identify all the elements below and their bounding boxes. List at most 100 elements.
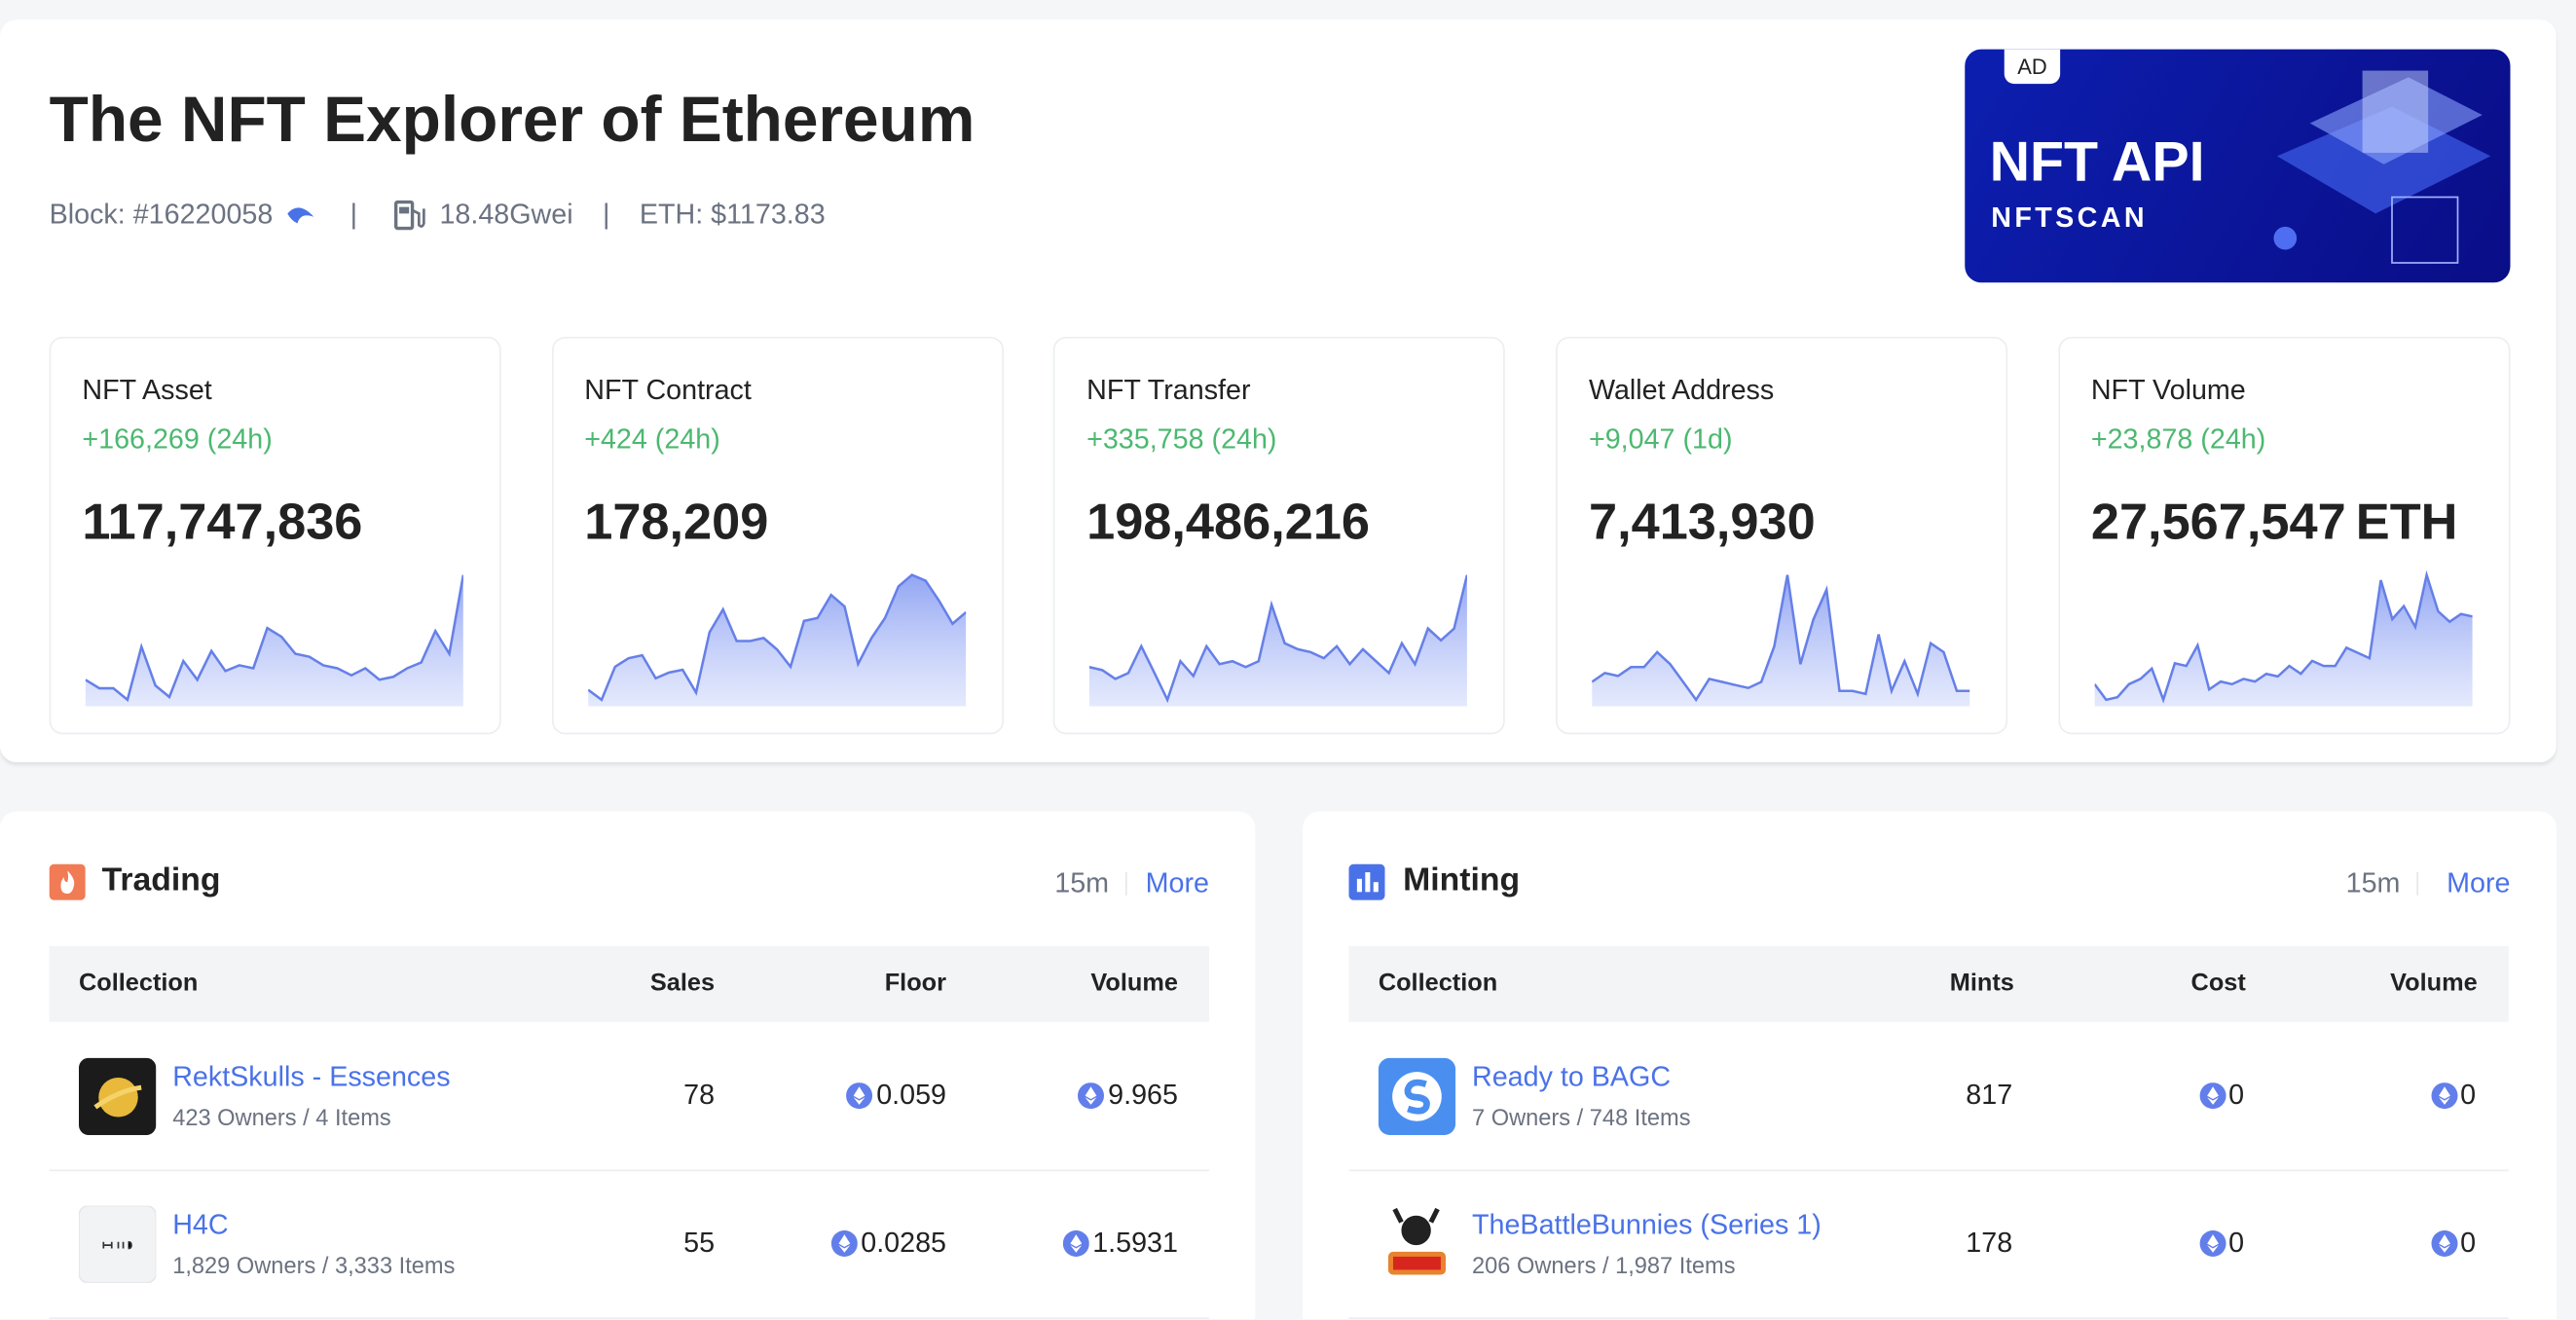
collection-stats: 7 Owners / 748 Items: [1472, 1104, 1691, 1130]
stat-card: Wallet Address +9,047 (1d) 7,413,930: [1556, 336, 2008, 735]
collection-name[interactable]: TheBattleBunnies (Series 1): [1472, 1209, 1822, 1241]
section-icon: [49, 863, 86, 900]
row-divider: [1348, 1317, 2509, 1320]
cell-value: 0: [2460, 1227, 2477, 1259]
sparkline: [587, 573, 966, 707]
more-link[interactable]: More: [1145, 867, 1209, 899]
stat-change: +9,047 (1d): [1588, 423, 1733, 456]
row-divider: [49, 1317, 1209, 1320]
collection-name[interactable]: Ready to BAGC: [1472, 1061, 1672, 1093]
cell: 0: [2198, 1227, 2245, 1261]
stat-label: NFT Transfer: [1086, 374, 1251, 406]
ad-banner[interactable]: AD NFT API NFTSCAN: [1965, 49, 2511, 283]
stat-change: +335,758 (24h): [1086, 423, 1277, 456]
eth-icon: [830, 1229, 858, 1257]
sparkline-area: [1592, 574, 1970, 707]
cell: 0: [2430, 1227, 2477, 1261]
collection-image: [79, 1205, 157, 1283]
stat-value: 198,486,216: [1086, 493, 1371, 551]
cell-value: 0.059: [876, 1079, 946, 1111]
stat-card: NFT Transfer +335,758 (24h) 198,486,216: [1053, 336, 1506, 735]
sparkline-area: [587, 574, 966, 707]
stat-card: NFT Contract +424 (24h) 178,209: [551, 336, 1004, 735]
gas-price: 18.48Gwei: [439, 199, 573, 231]
cell: 817: [1966, 1080, 2012, 1113]
eth-price: ETH: $1173.83: [639, 199, 826, 231]
collection-image: [79, 1057, 157, 1136]
column-header: Cost: [2190, 969, 2246, 998]
stat-value-row: 198,486,216: [1086, 493, 1370, 552]
eth-icon: [2430, 1229, 2457, 1257]
ad-brand: NFTSCAN: [1991, 202, 2148, 234]
eth-icon: [2198, 1082, 2226, 1110]
eth-icon: [2430, 1082, 2457, 1110]
stat-card: NFT Volume +23,878 (24h) 27,567,547 ETH: [2058, 336, 2511, 735]
eth-icon: [1078, 1082, 1105, 1110]
section-title: Minting: [1403, 862, 1521, 899]
cell-value: 0: [2228, 1227, 2245, 1259]
page-title: The NFT Explorer of Ethereum: [49, 85, 975, 157]
sparkline-area: [85, 574, 463, 707]
overview-card: The NFT Explorer of Ethereum Block: #162…: [0, 19, 2557, 762]
stat-unit: ETH: [2355, 493, 2458, 551]
sparkline: [2094, 569, 2473, 707]
cell-value: 1.5931: [1092, 1227, 1178, 1259]
block-icon: [287, 207, 314, 224]
divider: [2416, 872, 2418, 896]
period: 15m: [1054, 867, 1110, 899]
stat-label: NFT Volume: [2090, 374, 2246, 406]
sparkline-area: [2094, 574, 2473, 707]
cell: 0.059: [846, 1079, 946, 1113]
column-header: Collection: [79, 969, 199, 998]
stat-card: NFT Asset +166,269 (24h) 117,747,836: [49, 336, 501, 735]
cell-value: 817: [1966, 1079, 2013, 1111]
collection-image: [1378, 1205, 1456, 1283]
column-header: Floor: [884, 969, 946, 998]
more-link[interactable]: More: [2447, 867, 2511, 899]
collection-stats: 206 Owners / 1,987 Items: [1472, 1251, 1736, 1278]
divider: [1124, 872, 1127, 896]
column-header: Mints: [1949, 969, 2014, 998]
row-divider: [1348, 1169, 2509, 1172]
sparkline-line: [2094, 569, 2473, 704]
section-icon: [1348, 863, 1385, 900]
chain-info: Block: #16220058 | 18.48Gwei | ETH: $117…: [50, 198, 826, 234]
cell: 178: [1966, 1228, 2012, 1261]
collection-name[interactable]: RektSkulls - Essences: [172, 1061, 451, 1093]
stat-value-row: 27,567,547 ETH: [2091, 493, 2458, 552]
sparkline: [1592, 574, 1970, 707]
column-header: Sales: [649, 969, 716, 998]
stat-value: 178,209: [584, 493, 769, 551]
stat-label: NFT Asset: [82, 374, 212, 406]
eth-icon: [846, 1082, 873, 1110]
eth-icon: [1062, 1229, 1089, 1257]
block-number: Block: #16220058: [49, 199, 274, 231]
column-header: Collection: [1378, 969, 1498, 998]
sparkline: [85, 574, 463, 707]
stat-change: +424 (24h): [584, 423, 720, 456]
collection-stats: 1,829 Owners / 3,333 Items: [172, 1251, 456, 1278]
sparkline-line: [1089, 574, 1468, 704]
stat-change: +166,269 (24h): [82, 423, 273, 456]
stat-value: 7,413,930: [1588, 493, 1816, 551]
period: 15m: [2345, 867, 2401, 899]
cell: 0.0285: [830, 1228, 946, 1261]
cell-value: 55: [683, 1227, 716, 1259]
minting-panel: Minting 15m More Collection Mints Cost Volume R…: [1303, 811, 2557, 1320]
ad-tag: AD: [2004, 49, 2061, 85]
row-divider: [49, 1169, 1209, 1172]
column-header: Volume: [2390, 969, 2478, 998]
collection-stats: 423 Owners / 4 Items: [172, 1104, 391, 1130]
stat-change: +23,878 (24h): [2090, 423, 2266, 456]
table-header-bg: [49, 946, 1209, 1022]
ad-art: [2273, 70, 2491, 264]
sparkline-line: [587, 573, 966, 702]
eth-icon: [2198, 1229, 2226, 1257]
collection-name[interactable]: H4C: [172, 1209, 229, 1241]
stat-value-row: 7,413,930: [1589, 493, 1816, 552]
stat-value-row: 178,209: [584, 493, 768, 552]
cell: 9.965: [1078, 1080, 1178, 1113]
cell-value: 0: [2460, 1079, 2477, 1111]
